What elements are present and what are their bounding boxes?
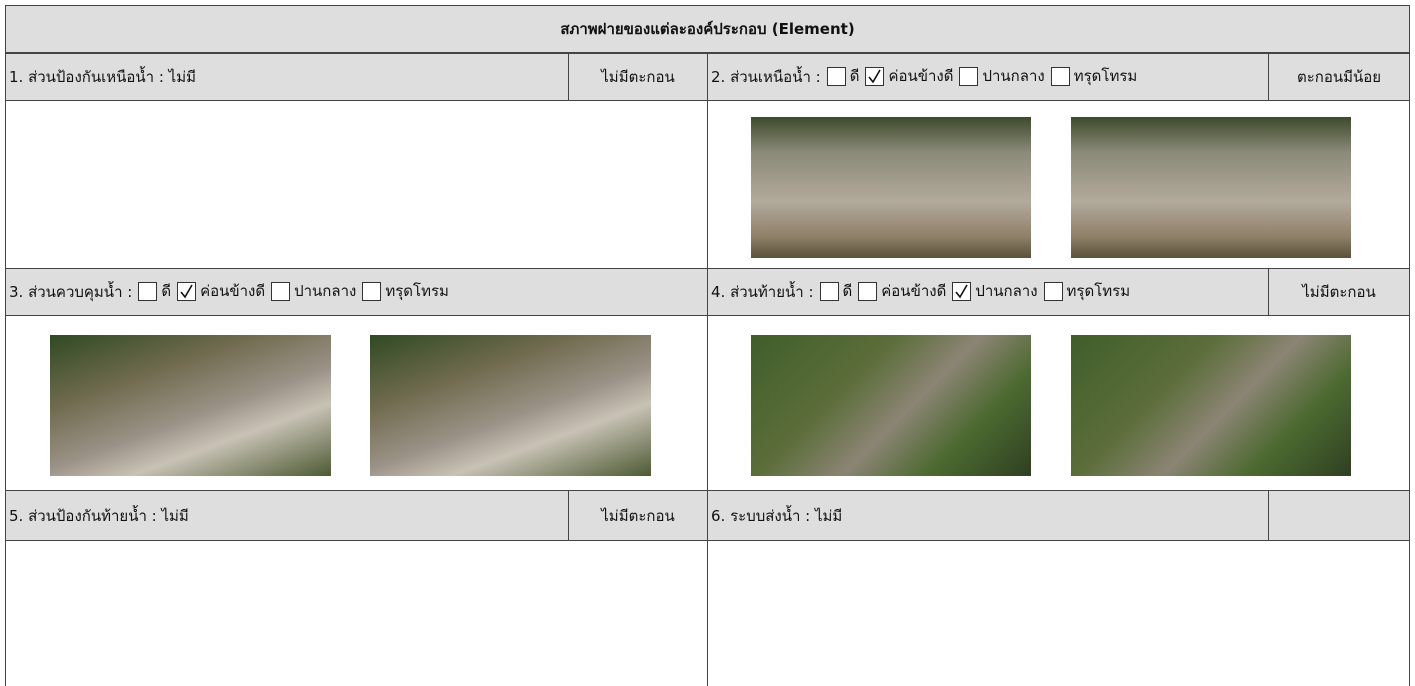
option: ปานกลาง <box>265 279 356 303</box>
options: ดี ค่อนข้างดี ปานกลาง ทรุดโทรม <box>132 279 449 305</box>
option: ค่อนข้างดี <box>852 279 946 303</box>
option-text: ค่อนข้างดี <box>881 282 947 301</box>
checkbox <box>177 281 197 301</box>
options: ดี ค่อนข้างดี ปานกลาง ทรุดโทรม <box>814 279 1131 305</box>
checkbox <box>271 281 291 301</box>
section-status: ไม่มีตะกอน <box>568 53 708 101</box>
option: ค่อนข้างดี <box>859 64 953 88</box>
section-label: 5. ส่วนป้องกันท้ายน้ำ : ไม่มี <box>5 490 569 541</box>
check-stroke <box>180 284 193 299</box>
section-label: 3. ส่วนควบคุมน้ำ : ดี ค่อนข้างดี ปานกลาง ทรุ… <box>5 268 708 316</box>
checkbox <box>1043 281 1063 301</box>
section-label: 6. ระบบส่งน้ำ : ไม่มี <box>707 490 1269 541</box>
option-text: ค่อนข้างดี <box>200 282 266 301</box>
photo <box>751 117 1031 258</box>
section-label-text: 2. ส่วนเหนือน้ำ : <box>711 68 821 86</box>
option: ดี <box>132 279 171 303</box>
option-text: ดี <box>161 282 172 301</box>
checkbox <box>819 281 839 301</box>
option-text: ปานกลาง <box>982 67 1045 86</box>
photo <box>1071 117 1351 258</box>
photo <box>50 335 331 476</box>
option-text: ทรุดโทรม <box>1066 282 1131 301</box>
checkbox <box>138 281 158 301</box>
option-text: ปานกลาง <box>975 282 1038 301</box>
option: ทรุดโทรม <box>1045 64 1138 88</box>
option-text: ปานกลาง <box>294 282 357 301</box>
option: ค่อนข้างดี <box>171 279 265 303</box>
section-label-text: 3. ส่วนควบคุมน้ำ : <box>9 283 133 301</box>
section-label: 1. ส่วนป้องกันเหนือน้ำ : ไม่มี <box>5 53 569 101</box>
checkbox <box>826 66 846 86</box>
section-status: ไม่มีตะกอน <box>1268 268 1410 316</box>
option-text: ดี <box>842 282 853 301</box>
checkbox <box>362 281 382 301</box>
photo <box>370 335 651 476</box>
check-mark <box>180 284 193 299</box>
checkbox <box>858 281 878 301</box>
photo-cell <box>5 100 708 269</box>
option: ทรุดโทรม <box>356 279 449 303</box>
checkbox <box>865 66 885 86</box>
checkbox <box>952 281 972 301</box>
section-label-text: 4. ส่วนท้ายน้ำ : <box>711 283 814 301</box>
section-label: 4. ส่วนท้ายน้ำ : ดี ค่อนข้างดี ปานกลาง ทรุดโ… <box>707 268 1269 316</box>
checkbox <box>1050 66 1070 86</box>
photo-cell <box>707 540 1410 686</box>
section-label: 2. ส่วนเหนือน้ำ : ดี ค่อนข้างดี ปานกลาง ทรุด… <box>707 53 1269 101</box>
section-status: ตะกอนมีน้อย <box>1268 53 1410 101</box>
check-stroke <box>868 69 882 84</box>
option: ปานกลาง <box>946 279 1038 303</box>
option: ปานกลาง <box>953 64 1045 88</box>
check-mark <box>955 284 969 299</box>
photo <box>751 335 1031 476</box>
check-stroke <box>955 284 969 299</box>
photo-cell <box>5 540 708 686</box>
check-mark <box>868 69 882 84</box>
checkbox <box>959 66 979 86</box>
option: ดี <box>814 279 853 303</box>
section-status <box>1268 490 1410 541</box>
option-text: ทรุดโทรม <box>385 282 449 301</box>
option-text: ค่อนข้างดี <box>888 67 954 86</box>
option-text: ทรุดโทรม <box>1073 67 1138 86</box>
table-title: สภาพฝายของแต่ละองค์ประกอบ (Element) <box>5 5 1410 53</box>
option: ดี <box>821 64 860 88</box>
option: ทรุดโทรม <box>1038 279 1131 303</box>
options: ดี ค่อนข้างดี ปานกลาง ทรุดโทรม <box>821 64 1138 90</box>
section-status: ไม่มีตะกอน <box>568 490 708 541</box>
option-text: ดี <box>849 67 860 86</box>
photo <box>1071 335 1351 476</box>
